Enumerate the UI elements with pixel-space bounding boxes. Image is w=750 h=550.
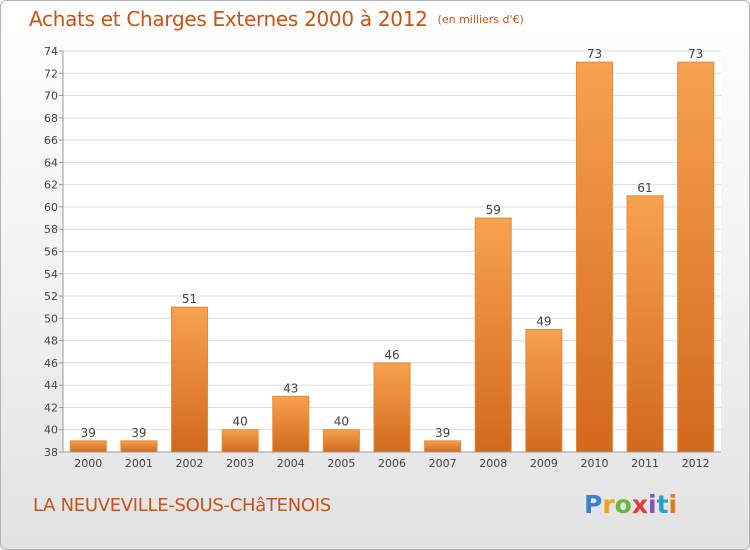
data-label: 46 xyxy=(384,348,399,362)
bar-2008 xyxy=(474,217,512,453)
data-label: 49 xyxy=(536,314,551,328)
bar-2001 xyxy=(120,440,158,453)
x-tick-label: 2006 xyxy=(378,457,406,470)
bar-2011 xyxy=(626,195,664,453)
y-tick-label: 40 xyxy=(44,424,58,437)
logo-letter: x xyxy=(631,490,648,519)
data-label: 39 xyxy=(131,426,146,440)
data-label: 61 xyxy=(637,181,652,195)
y-tick-label: 52 xyxy=(44,290,58,303)
chart-title: Achats et Charges Externes 2000 à 2012 xyxy=(29,7,428,31)
data-label: 43 xyxy=(283,381,298,395)
x-tick-label: 2000 xyxy=(74,457,102,470)
bar-2002 xyxy=(171,306,209,453)
logo-letter: i xyxy=(648,490,657,519)
x-tick-label: 2008 xyxy=(479,457,507,470)
y-tick-label: 70 xyxy=(44,90,58,103)
y-tick-label: 64 xyxy=(44,156,58,169)
y-tick-label: 72 xyxy=(44,67,58,80)
logo-letter: r xyxy=(602,490,615,519)
x-tick-label: 2010 xyxy=(580,457,608,470)
bars: 39 39 51 40 43 40 46 39 59 49 73 61 73 xyxy=(69,47,715,453)
data-label: 39 xyxy=(81,426,96,440)
title-block: Achats et Charges Externes 2000 à 2012 (e… xyxy=(29,7,524,31)
y-tick-label: 54 xyxy=(44,268,58,281)
y-tick-label: 42 xyxy=(44,401,58,414)
x-tick-label: 2003 xyxy=(226,457,254,470)
y-tick-label: 46 xyxy=(44,357,58,370)
bar-2000 xyxy=(69,440,107,453)
proxiti-logo: Proxiti xyxy=(584,490,694,522)
bar-2012 xyxy=(677,61,715,453)
bar-2003 xyxy=(221,429,259,453)
y-tick-label: 62 xyxy=(44,179,58,192)
data-label: 59 xyxy=(486,203,501,217)
x-tick-label: 2004 xyxy=(277,457,305,470)
x-tick-label: 2011 xyxy=(631,457,659,470)
place-name: LA NEUVEVILLE-SOUS-CHâTENOIS xyxy=(33,495,331,516)
data-label: 40 xyxy=(233,415,248,429)
logo-letter: t xyxy=(656,490,669,519)
data-label: 39 xyxy=(435,426,450,440)
data-label: 51 xyxy=(182,292,197,306)
bar-2009 xyxy=(525,328,563,453)
x-tick-label: 2012 xyxy=(682,457,710,470)
y-axis: 38 40 42 44 46 48 50 52 54 56 58 60 62 64 66 68 70 72 74 xyxy=(44,45,64,459)
y-tick-label: 66 xyxy=(44,134,58,147)
bar-2004 xyxy=(272,395,310,453)
x-tick-label: 2002 xyxy=(176,457,204,470)
x-axis: 2000 2001 2002 2003 2004 2005 2006 2007 2008 2009… xyxy=(63,451,721,470)
bar-2005 xyxy=(322,429,360,453)
y-tick-label: 44 xyxy=(44,379,58,392)
y-tick-label: 60 xyxy=(44,201,58,214)
y-tick-label: 74 xyxy=(44,45,58,58)
x-tick-label: 2001 xyxy=(125,457,153,470)
x-tick-label: 2005 xyxy=(327,457,355,470)
bar-2006 xyxy=(373,362,411,453)
bar-2007 xyxy=(424,440,462,453)
data-label: 73 xyxy=(688,47,703,61)
y-tick-label: 50 xyxy=(44,312,58,325)
logo-letter: P xyxy=(584,490,603,519)
bar-2010 xyxy=(575,61,613,453)
x-tick-label: 2007 xyxy=(429,457,457,470)
y-tick-label: 38 xyxy=(44,446,58,459)
logo-letter: o xyxy=(614,490,632,519)
chart-subtitle: (en milliers d'€) xyxy=(437,13,524,26)
y-tick-label: 58 xyxy=(44,223,58,236)
y-tick-label: 48 xyxy=(44,335,58,348)
x-tick-label: 2009 xyxy=(530,457,558,470)
y-tick-label: 56 xyxy=(44,246,58,259)
y-tick-label: 68 xyxy=(44,112,58,125)
data-label: 40 xyxy=(334,415,349,429)
logo-letter: i xyxy=(668,490,678,519)
data-label: 73 xyxy=(587,47,602,61)
